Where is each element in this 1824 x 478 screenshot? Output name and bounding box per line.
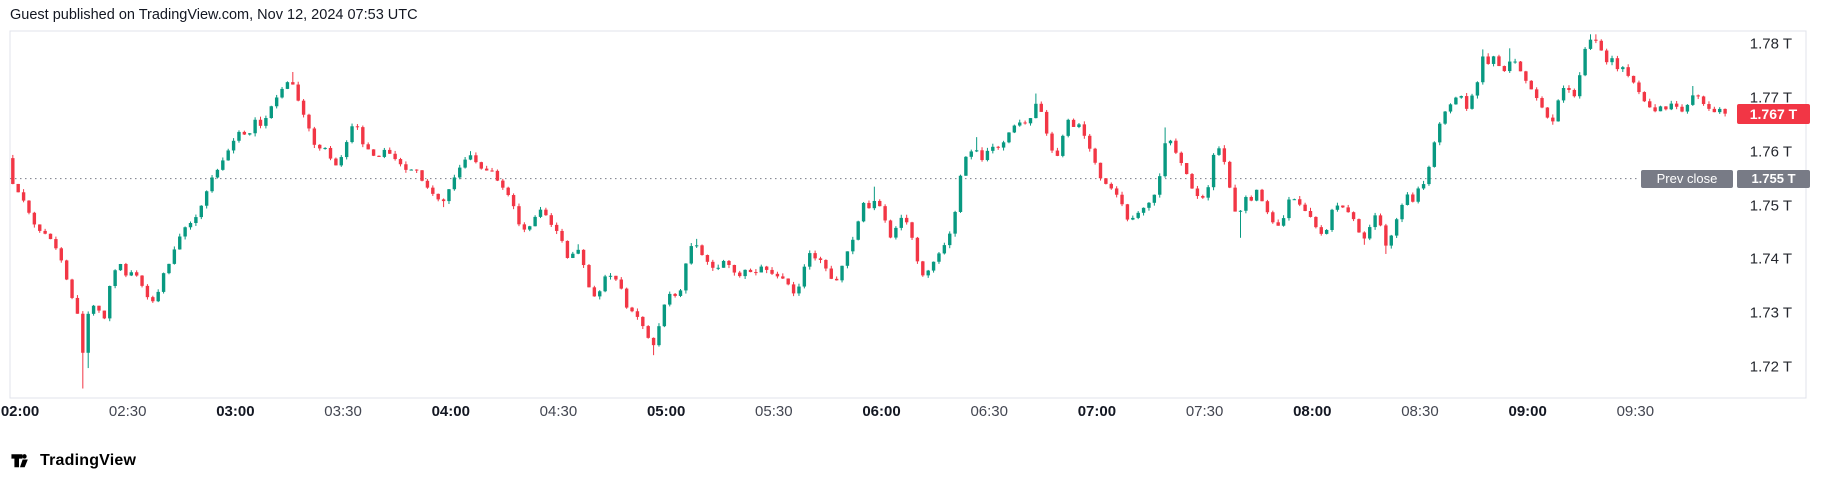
- time-tick-label: 07:30: [1185, 403, 1224, 420]
- time-tick-label: 04:30: [539, 403, 578, 420]
- price-tick-label: 1.73 T: [1749, 304, 1792, 322]
- publish-attribution-text: Guest published on TradingView.com, Nov …: [10, 7, 418, 23]
- price-tick-label: 1.77 T: [1749, 89, 1792, 107]
- time-tick-label: 05:00: [646, 403, 686, 420]
- prev-close-badge-value: 1.755 T: [1737, 169, 1810, 188]
- price-tick-label: 1.75 T: [1749, 197, 1792, 214]
- time-tick-label: 09:30: [1616, 403, 1655, 420]
- price-tick-label: 1.78 T: [1749, 35, 1792, 53]
- price-tick-label: 1.76 T: [1749, 143, 1792, 161]
- time-tick-label: 03:00: [216, 403, 255, 420]
- tradingview-logo-icon: [11, 454, 28, 468]
- time-tick-label: 06:30: [970, 403, 1008, 420]
- time-tick-label: 06:00: [862, 403, 901, 420]
- time-tick-label: 05:30: [755, 403, 793, 420]
- time-tick-label: 08:00: [1293, 403, 1332, 420]
- tradingview-logo-text: TradingView: [40, 451, 137, 469]
- last-price-badge: 1.767 T: [1737, 103, 1810, 124]
- time-tick-label: 07:00: [1077, 403, 1117, 420]
- prev-close-badge-label: Prev close: [1641, 169, 1733, 188]
- candles: [11, 34, 1727, 389]
- time-tick-label: 08:30: [1401, 403, 1439, 420]
- time-tick-label: 09:00: [1508, 403, 1547, 420]
- time-tick-label: 02:30: [108, 403, 147, 420]
- time-tick-label: 02:00: [0, 403, 40, 420]
- price-tick-label: 1.74 T: [1749, 250, 1792, 268]
- price-tick-label: 1.72 T: [1749, 358, 1792, 376]
- time-tick-label: 04:00: [431, 403, 470, 420]
- tradingview-logo[interactable]: TradingView: [10, 449, 136, 472]
- time-tick-label: 03:30: [324, 403, 362, 420]
